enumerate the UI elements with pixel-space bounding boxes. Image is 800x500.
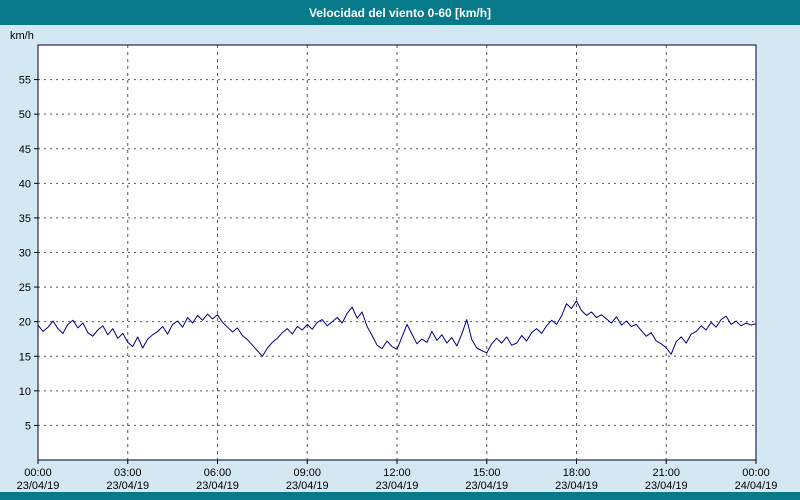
x-axis-date-label: 24/04/19: [735, 480, 778, 492]
x-axis-date-label: 23/04/19: [645, 480, 688, 492]
y-axis-unit-label: km/h: [10, 30, 34, 42]
y-axis-tick-label: 25: [19, 282, 31, 294]
x-axis-time-label: 21:00: [652, 467, 680, 479]
x-axis-time-label: 15:00: [473, 467, 501, 479]
y-axis-tick-label: 20: [19, 317, 31, 329]
x-axis-time-label: 03:00: [114, 467, 142, 479]
y-axis-tick-label: 35: [19, 213, 31, 225]
y-axis-tick-label: 5: [25, 420, 31, 432]
x-axis-time-label: 18:00: [563, 467, 591, 479]
y-axis-tick-label: 45: [19, 144, 31, 156]
y-axis-tick-label: 55: [19, 75, 31, 87]
y-axis-tick-label: 30: [19, 248, 31, 260]
x-axis-date-label: 23/04/19: [196, 480, 239, 492]
y-axis-tick-label: 40: [19, 178, 31, 190]
x-axis-date-label: 23/04/19: [17, 480, 60, 492]
x-axis-date-label: 23/04/19: [376, 480, 419, 492]
x-axis-time-label: 09:00: [293, 467, 321, 479]
x-axis-time-label: 00:00: [742, 467, 770, 479]
x-axis-date-label: 23/04/19: [286, 480, 329, 492]
x-axis-date-label: 23/04/19: [465, 480, 508, 492]
y-axis-tick-label: 15: [19, 351, 31, 363]
chart-title: Velocidad del viento 0-60 [km/h]: [308, 5, 492, 20]
x-axis-date-label: 23/04/19: [555, 480, 598, 492]
bottom-bar: [0, 492, 800, 500]
x-axis-time-label: 06:00: [204, 467, 232, 479]
x-axis-date-label: 23/04/19: [106, 480, 149, 492]
x-axis-time-label: 00:00: [24, 467, 52, 479]
y-axis-tick-label: 50: [19, 109, 31, 121]
wind-speed-series-line: [37, 300, 757, 357]
y-axis-tick-label: 10: [19, 386, 31, 398]
x-axis-time-label: 12:00: [383, 467, 411, 479]
title-bar: Velocidad del viento 0-60 [km/h]: [0, 0, 800, 25]
